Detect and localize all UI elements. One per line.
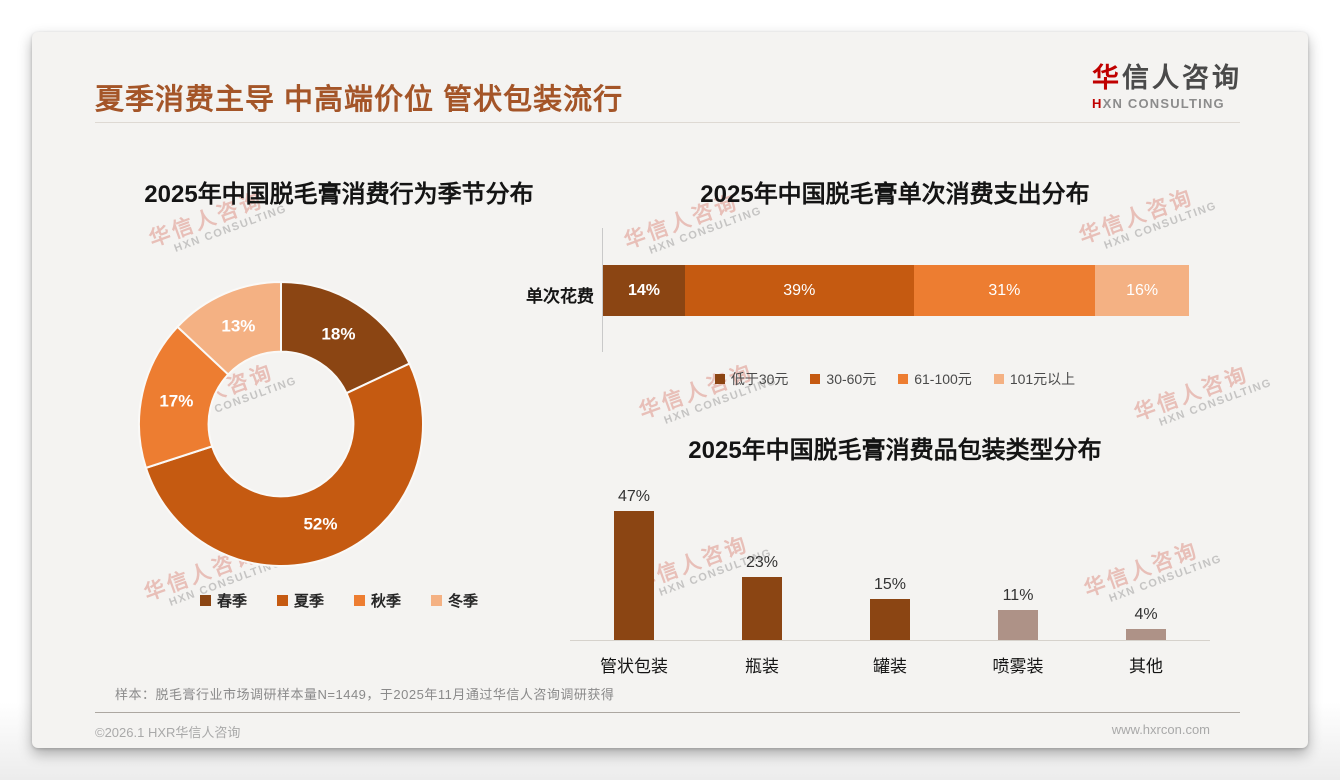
legend-label: 春季	[216, 593, 247, 610]
stacked-segment-label: 31%	[988, 281, 1021, 299]
bar-value-label: 47%	[617, 488, 651, 505]
bar-category-label: 其他	[1129, 657, 1163, 676]
website-url: www.hxrcon.com	[1111, 722, 1210, 737]
stacked-chart-title: 2025年中国脱毛膏单次消费支出分布	[700, 181, 1090, 208]
legend-label: 30-60元	[826, 371, 877, 387]
legend-label: 夏季	[293, 593, 324, 610]
legend-item: 101元以上	[993, 369, 1076, 389]
legend-item: 低于30元	[714, 369, 789, 389]
logo-cn-text: 华信人咨询	[1092, 56, 1242, 95]
stacked-category-label: 单次花费	[526, 287, 594, 306]
legend-label: 低于30元	[730, 371, 789, 387]
legend-swatch	[199, 595, 211, 606]
legend-swatch	[276, 595, 288, 606]
donut-chart-title: 2025年中国脱毛膏消费行为季节分布	[144, 181, 534, 208]
logo-cn-rest: 信人咨询	[1122, 63, 1242, 93]
donut-slice-label: 13%	[221, 317, 255, 336]
bar	[870, 599, 910, 640]
legend-item: 秋季	[354, 590, 401, 611]
stacked-segment: 39%	[685, 265, 914, 316]
sample-footnote: 样本：脱毛膏行业市场调研样本量N=1449，于2025年11月通过华信人咨询调研…	[115, 687, 615, 702]
donut-slice	[280, 280, 411, 395]
bar	[614, 511, 654, 640]
page-title: 夏季消费主导 中高端价位 管状包装流行	[95, 84, 624, 116]
bar-category-axis: 管状包装 瓶装 罐装 喷雾装 其他	[570, 652, 1210, 677]
stacked-segment: 31%	[913, 265, 1096, 316]
legend-swatch	[993, 374, 1004, 384]
logo-en-accent: H	[1092, 96, 1103, 111]
bar-category-label: 罐装	[873, 657, 907, 676]
logo-en-rest: XN CONSULTING	[1102, 96, 1225, 111]
legend-label: 秋季	[371, 593, 402, 610]
bar-category-label: 管状包装	[600, 657, 668, 676]
bar	[742, 577, 782, 640]
legend-item: 春季	[199, 590, 247, 611]
donut-slice-label: 18%	[321, 324, 355, 343]
legend-swatch	[354, 595, 365, 606]
logo-cn-accent: 华	[1092, 63, 1122, 93]
donut-legend: 春季 夏季 秋季 冬季	[79, 590, 599, 611]
bar-slot: 23%	[698, 554, 826, 640]
stacked-chart-axis	[602, 228, 603, 352]
stacked-segment-label: 39%	[783, 281, 816, 299]
legend-item: 30-60元	[810, 369, 876, 389]
spend-stacked-bar-chart: 14% 39% 31% 16%	[603, 265, 1189, 316]
seasonal-donut-chart: 18% 52% 17% 13%	[138, 280, 424, 568]
slide-card: 华信人咨询 HXN CONSULTING 华信人咨询 HXN CONSULTING 华信…	[32, 32, 1308, 748]
donut-slice	[138, 325, 230, 470]
donut-slice-label: 52%	[303, 515, 337, 534]
stacked-segment-label: 14%	[628, 281, 661, 299]
bar	[1126, 629, 1166, 640]
donut-slice	[176, 280, 282, 376]
packaging-bar-chart: 47% 23% 15% 11% 4%	[570, 487, 1210, 641]
legend-label: 61-100元	[914, 371, 972, 387]
title-divider	[95, 122, 1240, 123]
legend-item: 61-100元	[898, 369, 972, 389]
copyright-text: ©2026.1 HXR华信人咨询	[95, 725, 241, 740]
bar-category-label: 喷雾装	[992, 657, 1044, 676]
bar-slot: 4%	[1082, 606, 1210, 640]
stacked-segment: 14%	[603, 265, 686, 316]
bar-slot: 15%	[826, 576, 954, 640]
stacked-segment: 16%	[1095, 265, 1189, 316]
legend-item: 冬季	[431, 590, 478, 611]
bar-value-label: 15%	[873, 576, 907, 593]
stacked-segment-label: 16%	[1126, 281, 1159, 299]
bar-value-label: 4%	[1134, 606, 1158, 623]
bar-value-label: 11%	[1002, 587, 1034, 604]
legend-label: 冬季	[448, 593, 479, 610]
bar-chart-title: 2025年中国脱毛膏消费品包装类型分布	[688, 437, 1102, 464]
legend-item: 夏季	[276, 590, 324, 611]
stacked-legend: 低于30元 30-60元 61-100元 101元以上	[575, 369, 1215, 389]
bar-slot: 47%	[570, 488, 698, 640]
logo-en-text: HXN CONSULTING	[1092, 96, 1242, 111]
legend-label: 101元以上	[1009, 371, 1076, 387]
bar-category-label: 瓶装	[745, 657, 779, 676]
bar	[998, 610, 1038, 640]
legend-swatch	[898, 374, 909, 384]
footer-divider	[95, 712, 1240, 713]
bar-value-label: 23%	[745, 554, 779, 571]
legend-swatch	[810, 374, 821, 384]
bar-slot: 11%	[954, 587, 1082, 640]
donut-slice	[144, 362, 424, 568]
donut-slice-label: 17%	[159, 392, 193, 411]
legend-swatch	[431, 595, 443, 606]
company-logo: 华信人咨询 HXN CONSULTING	[1092, 56, 1242, 111]
legend-swatch	[714, 374, 725, 384]
